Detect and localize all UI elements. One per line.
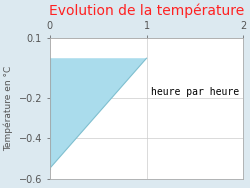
Title: Evolution de la température: Evolution de la température: [49, 3, 244, 18]
Y-axis label: Température en °C: Température en °C: [4, 66, 13, 151]
Text: heure par heure: heure par heure: [152, 87, 240, 97]
Polygon shape: [50, 58, 146, 168]
